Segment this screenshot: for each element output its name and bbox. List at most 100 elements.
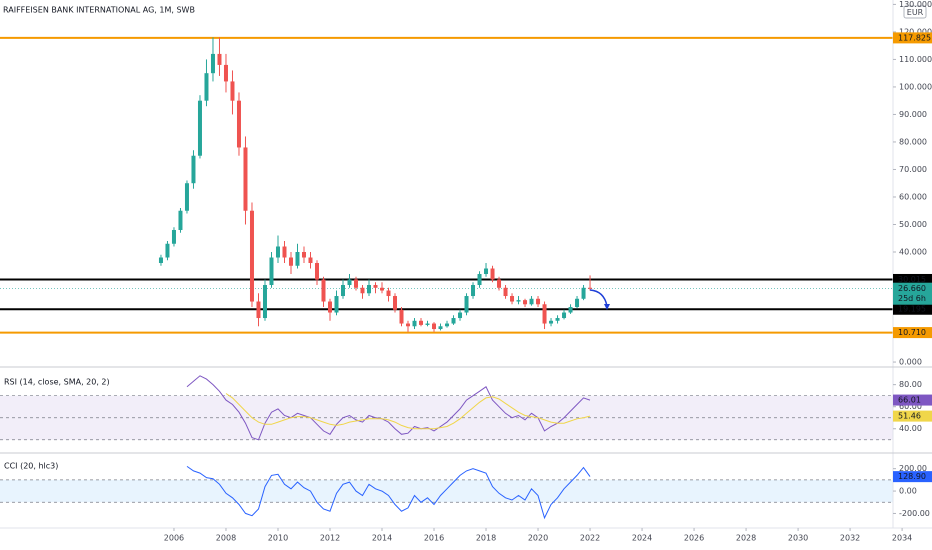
candle-body [380, 287, 385, 291]
y-tick-label: 90.000 [899, 110, 927, 119]
candle-body [308, 257, 313, 264]
y-tick-label: 60.00 [899, 402, 922, 411]
candle-body [275, 246, 280, 258]
candle-body [347, 279, 352, 286]
y-tick-label: 200.00 [899, 464, 927, 473]
y-tick-label: 130.000 [899, 0, 932, 9]
candle-body [230, 81, 235, 101]
candle-body [406, 323, 411, 327]
rsi-legend: RSI (14, close, SMA, 20, 2) [4, 378, 110, 387]
x-tick-label: 2030 [788, 534, 808, 543]
price-tag-label: 66.01 [898, 396, 921, 405]
candle-body [451, 318, 456, 324]
candle-body [588, 287, 593, 289]
candle-body [243, 147, 248, 211]
price-tag-label: 117.825 [898, 33, 931, 42]
candle-body [340, 285, 345, 297]
x-tick-label: 2014 [372, 534, 392, 543]
y-tick-label: 0.00 [899, 487, 917, 496]
candle-body [393, 296, 398, 310]
x-tick-label: 2028 [736, 534, 756, 543]
candle-body [295, 252, 300, 266]
indicator-line [186, 465, 591, 520]
candle-body [445, 323, 450, 327]
x-tick-label: 2020 [528, 534, 548, 543]
candle-body [438, 326, 443, 330]
currency-box[interactable] [903, 5, 927, 19]
projection-arrow [589, 289, 608, 307]
candle-body [321, 279, 326, 302]
candle-body [386, 290, 391, 297]
candle-body [542, 304, 547, 324]
y-tick-label: -200.00 [899, 509, 930, 518]
candle-body [412, 320, 417, 327]
candle-body [184, 183, 189, 211]
last-price-tag [893, 282, 932, 305]
candle-body [178, 210, 183, 230]
candle-body [549, 320, 554, 324]
x-tick-label: 2018 [476, 534, 496, 543]
candle-body [497, 279, 502, 288]
y-tick-label: 70.000 [899, 165, 927, 174]
candle-body [471, 285, 476, 297]
y-tick-label: 100.000 [899, 82, 932, 91]
band-fill [0, 479, 893, 503]
candle-body [204, 73, 209, 101]
candle-body [269, 257, 274, 286]
candle-body [282, 246, 287, 258]
candle-body [314, 263, 319, 280]
currency: EUR [907, 8, 924, 17]
candle-body [425, 323, 430, 325]
x-tick-label: 2026 [684, 534, 704, 543]
price-tag [893, 327, 932, 339]
x-tick-label: 2006 [164, 534, 184, 543]
candle-body [529, 298, 534, 305]
price-tag-label: 19.195 [898, 305, 926, 314]
candle-body [217, 53, 222, 65]
candle-body [555, 318, 560, 321]
price-tag-label: 30.015 [898, 275, 926, 284]
x-tick-label: 2008 [216, 534, 236, 543]
price-tag [893, 303, 932, 315]
price-tag [893, 32, 932, 44]
x-tick-label: 2024 [632, 534, 652, 543]
x-tick-label: 2016 [424, 534, 444, 543]
candle-body [191, 155, 196, 184]
candle-body [373, 285, 378, 288]
candle-body [165, 243, 170, 258]
candle-body [327, 301, 332, 313]
candle-body [523, 300, 528, 305]
price-tag [893, 394, 932, 406]
candle-body [171, 229, 176, 244]
cci-legend: CCI (20, hlc3) [4, 462, 58, 471]
x-tick-label: 2032 [840, 534, 860, 543]
candle-body [490, 268, 495, 280]
candle-body [464, 296, 469, 313]
countdown-label: 25d 6h [898, 294, 926, 303]
indicator-line [225, 393, 591, 430]
candle-body [288, 257, 293, 266]
arrow-head [604, 304, 610, 310]
candle-body [301, 252, 306, 258]
candle-body [516, 300, 521, 302]
candle-body [432, 323, 437, 330]
candle-body [562, 312, 567, 319]
price-tag-label: 128.90 [898, 472, 926, 481]
candle-body [236, 100, 241, 148]
candle-body [249, 210, 254, 302]
candle-body [367, 285, 372, 294]
candle-body [262, 285, 267, 319]
y-tick-label: 80.000 [899, 137, 927, 146]
price-tag [893, 471, 932, 483]
candle-body [334, 296, 339, 313]
candle-body [581, 287, 586, 299]
x-tick-label: 2012 [320, 534, 340, 543]
candle-body [503, 287, 508, 297]
candle-body [419, 320, 424, 325]
candle-body [158, 257, 163, 264]
x-tick-label: 2010 [268, 534, 288, 543]
candle-body [223, 64, 228, 82]
y-tick-label: 120.000 [899, 27, 932, 36]
